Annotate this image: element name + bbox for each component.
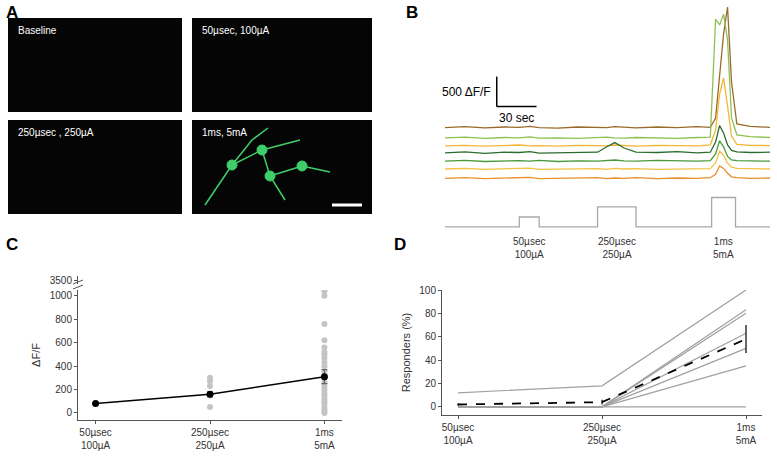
svg-text:D: D xyxy=(394,235,406,254)
svg-text:50µsec100µA: 50µsec100µA xyxy=(513,236,545,260)
svg-text:Responders (%): Responders (%) xyxy=(400,313,412,392)
svg-text:1000: 1000 xyxy=(50,290,73,301)
svg-text:250µsec250µA: 250µsec250µA xyxy=(191,427,229,451)
svg-text:20: 20 xyxy=(425,378,437,389)
svg-text:3500: 3500 xyxy=(50,275,73,286)
svg-text:B: B xyxy=(406,3,418,22)
svg-text:50µsec100µA: 50µsec100µA xyxy=(79,427,111,451)
svg-text:100: 100 xyxy=(419,285,436,296)
svg-text:50µsec, 100µA: 50µsec, 100µA xyxy=(202,25,269,36)
svg-text:Baseline: Baseline xyxy=(18,25,57,36)
svg-text:A: A xyxy=(6,3,18,22)
svg-text:250µsec , 250µA: 250µsec , 250µA xyxy=(18,127,94,138)
svg-text:1ms5mA: 1ms5mA xyxy=(713,236,734,260)
svg-text:60: 60 xyxy=(425,331,437,342)
svg-text:40: 40 xyxy=(425,355,437,366)
svg-text:250µsec250µA: 250µsec250µA xyxy=(598,236,636,260)
svg-text:200: 200 xyxy=(55,384,72,395)
svg-text:500 ΔF/F: 500 ΔF/F xyxy=(442,85,491,99)
svg-text:C: C xyxy=(6,235,18,254)
svg-text:0: 0 xyxy=(66,407,72,418)
svg-text:ΔF/F: ΔF/F xyxy=(30,343,42,367)
svg-text:1ms, 5mA: 1ms, 5mA xyxy=(202,127,247,138)
svg-text:50µsec100µA: 50µsec100µA xyxy=(442,422,474,446)
svg-text:30 sec: 30 sec xyxy=(499,111,534,125)
svg-text:1ms5mA: 1ms5mA xyxy=(314,427,335,451)
svg-text:80: 80 xyxy=(425,308,437,319)
svg-text:0: 0 xyxy=(430,401,436,412)
svg-text:800: 800 xyxy=(55,314,72,325)
svg-text:600: 600 xyxy=(55,337,72,348)
svg-text:250µsec250µA: 250µsec250µA xyxy=(583,422,621,446)
svg-text:400: 400 xyxy=(55,361,72,372)
svg-text:1ms5mA: 1ms5mA xyxy=(736,422,757,446)
